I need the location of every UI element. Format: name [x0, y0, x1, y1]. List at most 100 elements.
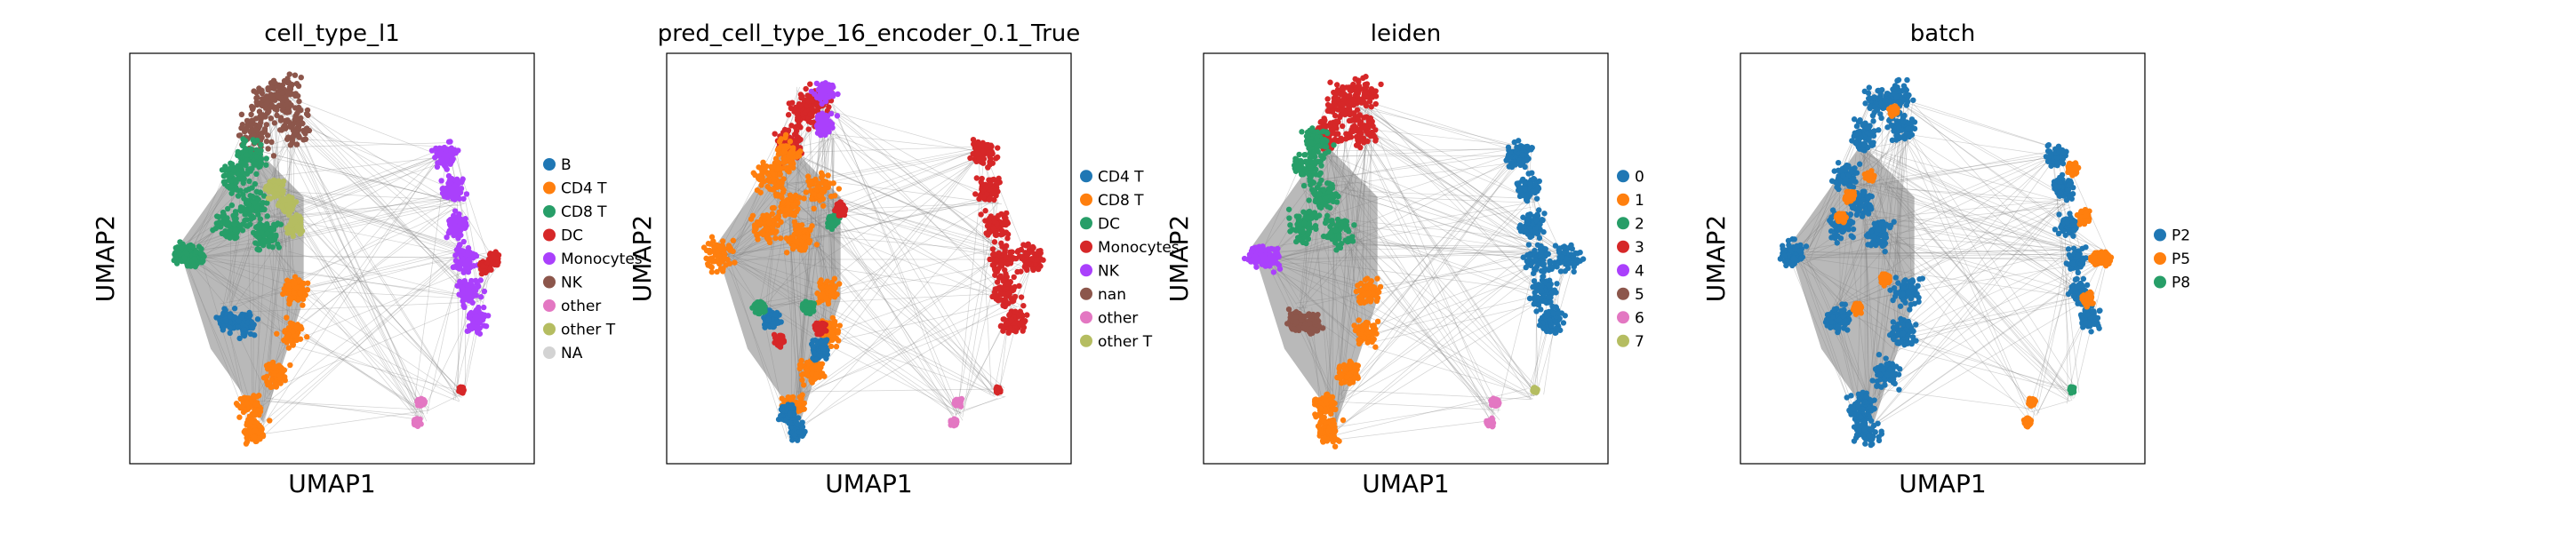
cell-point	[794, 238, 801, 245]
cell-point	[264, 100, 270, 107]
cell-point	[251, 393, 257, 399]
cell-point	[264, 230, 271, 236]
cell-point	[828, 343, 835, 350]
cell-point	[993, 257, 1000, 263]
cell-point	[243, 125, 250, 131]
graph-edge	[426, 250, 463, 415]
cell-point	[444, 234, 450, 241]
cell-point	[482, 312, 488, 318]
cell-point	[816, 363, 822, 370]
graph-edge	[964, 252, 1002, 410]
cell-point	[791, 243, 797, 250]
graph-edge	[284, 155, 444, 337]
cell-point	[296, 98, 302, 105]
cell-point	[198, 246, 204, 252]
cell-point	[176, 250, 182, 256]
cell-point	[786, 411, 793, 418]
cell-point	[266, 361, 272, 368]
cell-point	[988, 155, 994, 162]
cell-point	[782, 131, 789, 139]
cell-point	[764, 235, 771, 242]
cell-point	[268, 91, 275, 98]
cell-point	[1010, 298, 1017, 304]
cell-point	[823, 355, 829, 362]
cell-point	[461, 304, 468, 311]
cell-point	[990, 190, 997, 196]
cell-point	[244, 400, 251, 407]
cell-point	[809, 106, 815, 113]
cell-point	[807, 111, 813, 117]
cell-point	[986, 149, 992, 155]
cell-point	[290, 328, 296, 335]
graph-edge	[264, 152, 444, 402]
cell-point	[836, 322, 843, 329]
cell-point	[235, 324, 241, 330]
cell-point	[459, 290, 465, 297]
cell-point	[967, 155, 973, 162]
graph-edge	[804, 247, 1010, 395]
cell-point	[303, 334, 310, 340]
cell-point	[468, 297, 474, 303]
cell-point	[256, 246, 263, 253]
graph-edge	[803, 149, 984, 394]
cell-point	[184, 263, 191, 269]
cell-point	[1007, 260, 1014, 266]
cell-point	[816, 192, 822, 199]
graph-edge	[958, 254, 1038, 414]
cell-point	[787, 139, 794, 145]
cell-point	[781, 159, 788, 165]
cell-point	[292, 274, 299, 280]
cell-point	[796, 394, 803, 401]
cell-point	[253, 171, 260, 178]
cell-point	[220, 179, 228, 186]
cell-point	[280, 290, 286, 298]
cell-point	[235, 171, 241, 178]
cell-point	[283, 196, 290, 203]
cell-point	[814, 107, 821, 114]
cell-point	[804, 173, 812, 179]
graph-edge	[280, 148, 455, 243]
cell-point	[769, 225, 776, 231]
cell-point	[481, 322, 487, 329]
graph-edge	[292, 133, 460, 402]
cell-cluster	[171, 239, 207, 270]
cell-point	[757, 189, 764, 195]
cell-point	[798, 371, 805, 378]
cell-point	[460, 248, 467, 254]
cell-point	[289, 121, 295, 128]
cell-point	[232, 209, 239, 215]
cell-point	[216, 219, 223, 227]
graph-edge	[288, 251, 478, 300]
cell-point	[788, 163, 794, 171]
graph-edge	[829, 133, 987, 152]
cell-cluster	[808, 80, 841, 139]
legend-label: NK	[561, 274, 583, 292]
cell-point	[770, 323, 776, 330]
cell-point	[759, 300, 765, 307]
graph-edge	[827, 106, 1006, 257]
cell-point	[274, 330, 280, 337]
cell-point	[993, 291, 999, 298]
cell-point	[252, 240, 259, 246]
cell-point	[812, 187, 819, 193]
cell-point	[292, 280, 298, 286]
cell-point	[803, 302, 809, 309]
cell-point	[820, 90, 828, 96]
graph-edge	[298, 248, 472, 291]
cell-point	[460, 221, 466, 227]
cell-point	[452, 150, 459, 156]
cell-point	[293, 80, 300, 87]
panel-title: cell_type_l1	[264, 20, 400, 47]
cell-point	[982, 208, 988, 214]
graph-edge	[268, 299, 483, 391]
cell-point	[276, 102, 283, 108]
legend-label: other	[561, 298, 601, 315]
cell-point	[240, 141, 246, 147]
cell-point	[293, 110, 300, 116]
legend-marker	[543, 181, 556, 195]
graph-edge	[800, 250, 1009, 401]
graph-edge	[827, 157, 980, 285]
cell-point	[264, 187, 271, 193]
cell-point	[222, 163, 228, 170]
